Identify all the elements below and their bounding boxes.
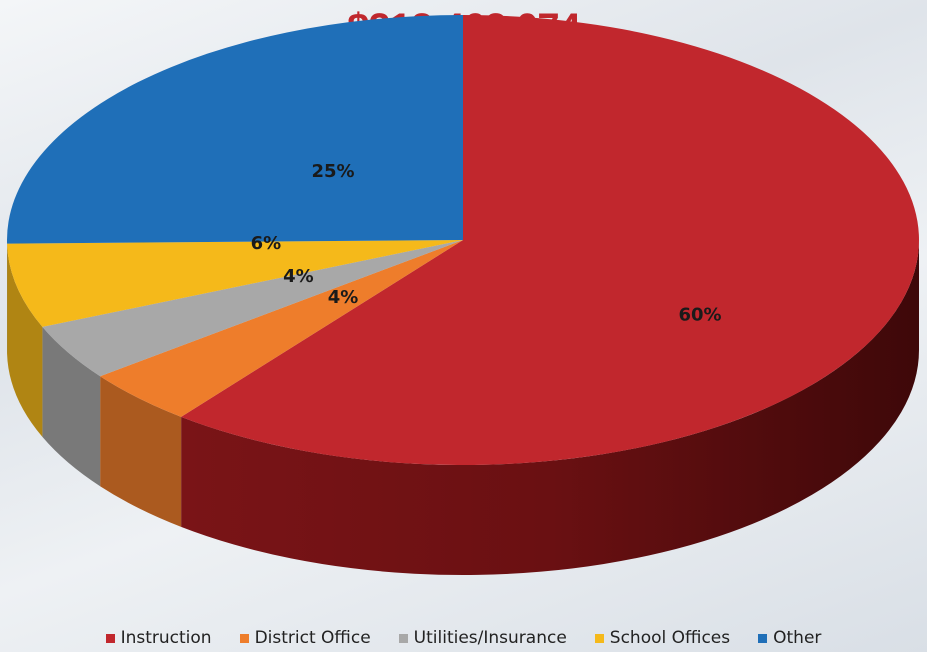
- pie-slices: [6, 15, 919, 466]
- legend-swatch: [239, 633, 249, 643]
- data-label-utilities-insurance: 4%: [283, 266, 314, 287]
- legend-label: Utilities/Insurance: [413, 628, 567, 648]
- data-label-district-office: 4%: [328, 287, 359, 308]
- legend-label: Instruction: [120, 628, 212, 648]
- pie-slice-other: [6, 15, 463, 244]
- legend-label: Other: [773, 628, 822, 648]
- legend-swatch: [594, 633, 604, 643]
- legend-item-instruction: Instruction: [105, 628, 212, 648]
- legend-item-district-office: District Office: [239, 628, 371, 648]
- legend-swatch: [105, 633, 115, 643]
- pie-data-labels: 60%4%4%6%25%: [251, 161, 722, 326]
- data-label-instruction: 60%: [678, 304, 721, 325]
- data-label-school-offices: 6%: [251, 233, 282, 254]
- pie-slice-utilities-insurance: [42, 240, 464, 377]
- legend-label: District Office: [254, 628, 371, 648]
- data-label-other: 25%: [311, 161, 354, 182]
- legend-swatch: [398, 633, 408, 643]
- legend-item-school-offices: School Offices: [594, 628, 731, 648]
- pie-side-school-offices: [7, 243, 43, 437]
- legend: Instruction District Office Utilities/Insu…: [0, 628, 927, 648]
- legend-swatch: [758, 633, 768, 643]
- pie-side-instruction: [181, 240, 919, 575]
- legend-label: School Offices: [609, 628, 731, 648]
- pie-side-district-office: [100, 376, 182, 527]
- legend-item-other: Other: [758, 628, 821, 648]
- pie-side-utilities-insurance: [42, 326, 101, 487]
- pie-sides: [7, 240, 919, 575]
- pie-slice-instruction: [181, 15, 919, 466]
- pie-slice-district-office: [100, 240, 463, 417]
- legend-item-utilities-insurance: Utilities/Insurance: [398, 628, 567, 648]
- pie-slice-school-offices: [7, 240, 463, 327]
